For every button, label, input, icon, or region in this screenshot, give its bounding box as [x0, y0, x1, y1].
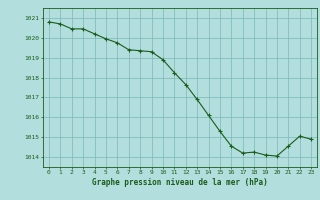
- X-axis label: Graphe pression niveau de la mer (hPa): Graphe pression niveau de la mer (hPa): [92, 178, 268, 187]
